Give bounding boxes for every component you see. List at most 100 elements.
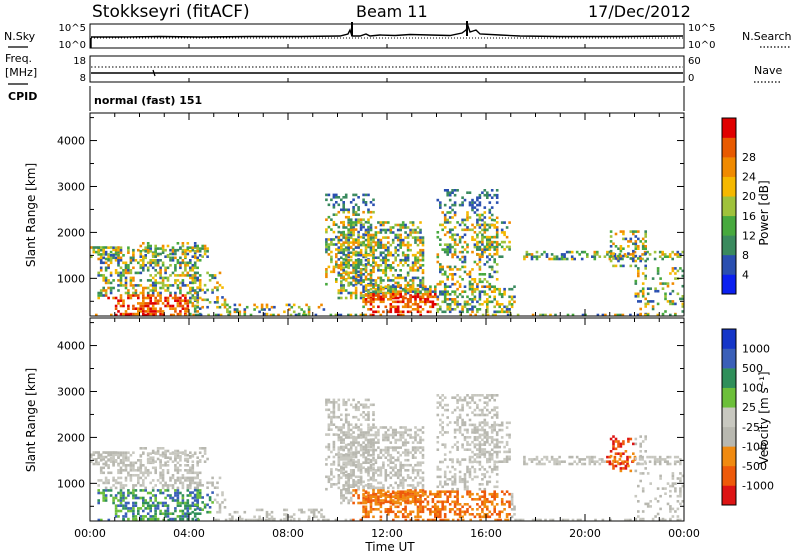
power-range-cell [458,258,462,261]
power-range-cell [367,294,370,297]
power-range-cell [337,203,341,207]
velocity-range-cell [404,463,407,467]
velocity-range-cell [382,492,385,496]
velocity-range-cell [382,489,385,492]
power-range-cell [387,291,390,295]
velocity-range-cell [401,443,405,447]
power-range-cell [664,282,667,285]
power-range-cell [377,305,380,309]
power-range-cell [612,242,615,246]
velocity-range-cell [122,459,125,462]
power-range-cell [174,307,177,310]
power-range-cell [119,284,123,287]
velocity-range-cell [174,489,177,492]
velocity-range-cell [369,476,373,480]
power-range-cell [347,276,350,280]
power-range-cell [406,258,410,262]
power-range-cell [238,312,242,316]
power-range-cell [169,259,172,262]
power-range-cell [176,248,180,252]
velocity-range-cell [473,394,477,397]
velocity-range-cell [154,452,157,455]
power-range-cell [404,226,407,229]
power-range-cell [347,266,350,270]
power-range-cell [342,276,345,280]
power-range-cell [505,245,509,249]
velocity-range-cell [325,403,328,407]
power-range-cell [483,245,487,249]
velocity-range-cell [414,495,417,498]
power-range-cell [347,218,350,221]
power-range-cell [461,278,464,281]
power-range-cell [213,276,217,280]
velocity-range-cell [166,504,170,507]
power-range-cell [473,280,477,284]
power-range-cell [362,305,365,309]
velocity-range-cell [453,483,457,486]
velocity-range-cell [481,421,484,424]
power-range-cell [463,258,467,261]
velocity-range-cell [357,441,360,444]
power-range-cell [619,257,623,260]
power-range-cell [151,304,155,308]
power-range-cell [369,308,373,311]
velocity-range-cell [132,517,135,521]
power-range-cell [389,253,393,257]
velocity-range-cell [490,396,494,399]
velocity-range-cell [436,436,440,439]
power-range-cell [359,294,363,297]
power-range-cell [468,287,472,291]
power-range-cell [379,228,383,232]
power-range-cell [347,238,350,242]
velocity-range-cell [377,489,380,492]
power-range-cell [483,226,487,229]
power-range-cell [362,290,365,293]
velocity-range-cell [223,506,227,509]
velocity-range-cell [327,480,331,484]
power-range-cell [461,235,464,239]
velocity-range-cell [441,443,444,446]
power-range-cell [478,298,482,301]
power-range-cell [619,249,623,253]
power-range-cell [384,266,388,270]
power-range-cell [327,243,331,246]
power-range-cell [357,274,360,277]
velocity-range-cell [446,431,449,434]
velocity-range-cell [421,491,425,495]
velocity-range-cell [394,448,397,452]
power-range-cell [144,310,147,313]
velocity-range-cell [337,448,341,451]
velocity-range-cell [362,415,365,419]
power-range-cell [357,238,360,242]
power-range-cell [478,216,482,219]
power-range-cell [483,285,487,288]
power-range-cell [409,295,412,299]
power-range-cell [354,210,358,214]
power-range-cell [340,256,343,259]
power-range-cell [439,270,442,274]
power-range-cell [453,300,457,304]
power-range-cell [364,275,368,279]
power-range-cell [379,246,383,249]
power-range-cell [374,298,378,301]
velocity-range-cell [490,448,494,451]
power-range-cell [443,287,447,291]
velocity-range-cell [493,463,496,466]
velocity-range-cell [396,505,400,509]
power-range-cell [634,259,638,263]
power-range-cell [382,294,385,297]
velocity-range-cell [486,460,489,464]
velocity-range-cell [416,461,420,464]
velocity-range-cell [404,443,407,447]
power-range-cell [632,249,635,253]
velocity-range-cell [300,508,303,512]
velocity-range-cell [372,411,375,414]
velocity-range-cell [349,428,353,432]
velocity-range-cell [471,450,474,454]
power-range-cell [644,302,647,306]
power-range-cell [399,258,402,262]
velocity-range-cell [377,498,380,501]
power-range-cell [669,313,672,316]
power-range-cell [622,254,625,258]
